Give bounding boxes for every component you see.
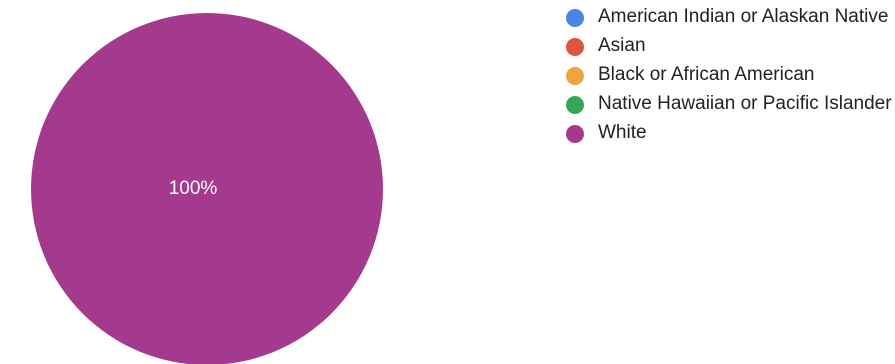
legend-label: Native Hawaiian or Pacific Islander (598, 93, 892, 114)
legend-swatch-black-or-african-american (566, 67, 584, 85)
legend-label: White (598, 122, 647, 143)
legend-item-black-or-african-american: Black or African American (562, 62, 892, 88)
legend-item-american-indian-or-alaskan-native: American Indian or Alaskan Native (562, 4, 892, 30)
legend-label: Asian (598, 35, 646, 56)
legend-label: Black or African American (598, 64, 815, 85)
legend-item-native-hawaiian-or-pacific-islander: Native Hawaiian or Pacific Islander (562, 91, 892, 117)
data-label-white: 100% (169, 178, 218, 199)
legend-swatch-asian (566, 38, 584, 56)
legend-swatch-native-hawaiian-or-pacific-islander (566, 96, 584, 114)
legend-swatch-american-indian-or-alaskan-native (566, 9, 584, 27)
pie-slice-labels: 100% (169, 178, 218, 199)
chart-legend: American Indian or Alaskan Native Asian Bl… (562, 4, 892, 149)
legend-item-white: White (562, 120, 892, 146)
pie-slice-white (31, 13, 383, 364)
legend-label: American Indian or Alaskan Native (598, 6, 889, 27)
legend-item-asian: Asian (562, 33, 892, 59)
pie-slices (31, 13, 383, 364)
legend-swatch-white (566, 125, 584, 143)
